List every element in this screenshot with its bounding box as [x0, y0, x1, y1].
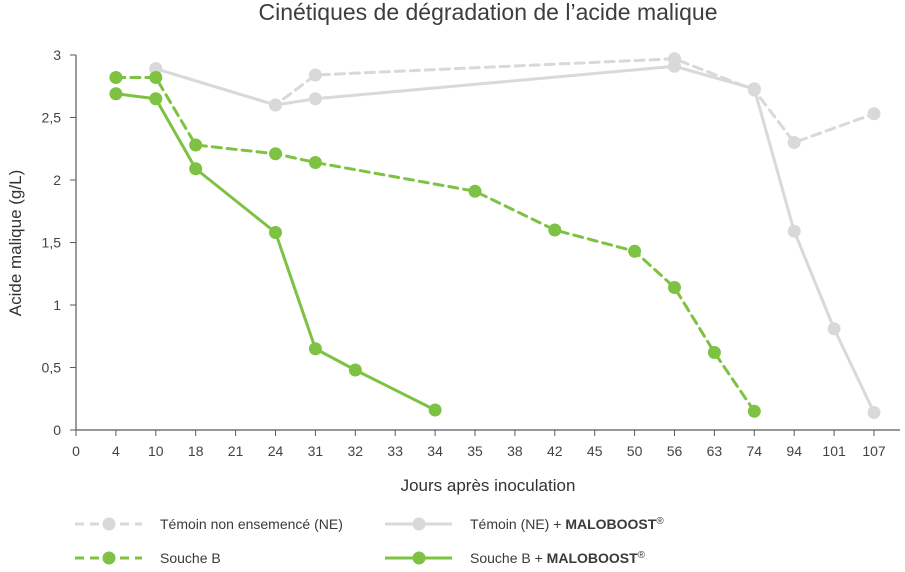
- data-point: [468, 184, 482, 198]
- data-point: [548, 223, 562, 237]
- data-point: [269, 147, 282, 161]
- y-tick-label: 1: [53, 297, 61, 313]
- data-point: [308, 92, 322, 106]
- y-tick-label: 3: [53, 47, 61, 63]
- legend-label: Souche B + MALOBOOST®: [470, 550, 646, 567]
- legend-marker: [412, 551, 426, 565]
- x-tick-label: 0: [72, 443, 80, 459]
- y-tick-label: 2,5: [42, 110, 62, 126]
- x-tick-label: 33: [387, 443, 403, 459]
- legend-marker: [412, 517, 426, 531]
- data-point: [867, 406, 881, 419]
- legend-item: Témoin (NE) + MALOBOOST®: [385, 516, 664, 533]
- x-tick-label: 45: [587, 443, 603, 459]
- series-line: [114, 92, 437, 412]
- data-point: [109, 87, 123, 101]
- data-point: [628, 244, 642, 258]
- legend-item: Souche B + MALOBOOST®: [385, 550, 646, 567]
- data-point: [308, 68, 322, 82]
- data-point: [269, 226, 282, 239]
- data-point: [428, 403, 442, 417]
- y-tick-label: 2: [53, 172, 61, 188]
- x-tick-label: 63: [707, 443, 723, 459]
- data-point: [189, 138, 203, 152]
- series-line: [114, 76, 756, 413]
- x-axis-title: Jours après inoculation: [401, 476, 576, 495]
- x-tick-label: 34: [427, 443, 443, 459]
- data-point: [189, 162, 203, 176]
- data-point: [308, 156, 322, 169]
- data-point: [149, 71, 163, 84]
- data-point: [308, 342, 322, 356]
- legend-marker: [102, 517, 116, 531]
- data-point: [269, 98, 282, 112]
- y-tick-label: 1,5: [42, 235, 62, 251]
- series-layer: [109, 52, 881, 419]
- legend: Témoin non ensemencé (NE) Témoin (NE) + M…: [75, 516, 664, 567]
- y-tick-label: 0,5: [42, 360, 62, 376]
- data-point: [668, 59, 681, 73]
- data-point: [787, 224, 801, 238]
- x-tick-label: 94: [786, 443, 802, 459]
- legend-label: Témoin non ensemencé (NE): [160, 516, 343, 532]
- legend-label: Témoin (NE) + MALOBOOST®: [470, 516, 664, 533]
- x-tick-label: 74: [747, 443, 763, 459]
- y-tick-label: 0: [53, 422, 61, 438]
- data-point: [827, 322, 841, 336]
- data-point: [787, 136, 801, 149]
- legend-marker: [102, 551, 116, 565]
- data-point: [747, 82, 761, 96]
- series-4: [109, 87, 442, 417]
- x-tick-label: 18: [188, 443, 204, 459]
- y-axis-title: Acide malique (g/L): [6, 170, 25, 316]
- x-tick-label: 10: [148, 443, 164, 459]
- legend-item: Souche B: [75, 550, 221, 566]
- x-tick-label: 31: [308, 443, 324, 459]
- x-tick-label: 4: [112, 443, 120, 459]
- x-tick-label: 21: [228, 443, 244, 459]
- series-3: [109, 71, 761, 418]
- x-tick-label: 101: [822, 443, 846, 459]
- data-point: [867, 107, 881, 121]
- data-point: [109, 71, 123, 84]
- data-point: [747, 404, 761, 418]
- x-tick-label: 56: [667, 443, 683, 459]
- axes: 0 4 10 18 21 24 31 32 33 34 35 38 42 45 50 56 63 74 94 101 1…: [42, 47, 900, 459]
- x-tick-label: 24: [268, 443, 284, 459]
- x-tick-label: 50: [627, 443, 643, 459]
- x-tick-label: 38: [507, 443, 523, 459]
- legend-item: Témoin non ensemencé (NE): [75, 516, 343, 532]
- data-point: [707, 346, 721, 359]
- x-tick-label: 35: [467, 443, 483, 459]
- x-tick-label: 42: [547, 443, 563, 459]
- x-tick-label: 32: [348, 443, 364, 459]
- x-tick-label: 107: [862, 443, 886, 459]
- legend-label: Souche B: [160, 550, 221, 566]
- data-point: [149, 92, 163, 106]
- data-point: [668, 281, 681, 294]
- series-line: [154, 64, 876, 414]
- chart-title: Cinétiques de dégradation de l’acide mal…: [258, 0, 717, 25]
- data-point: [348, 363, 362, 377]
